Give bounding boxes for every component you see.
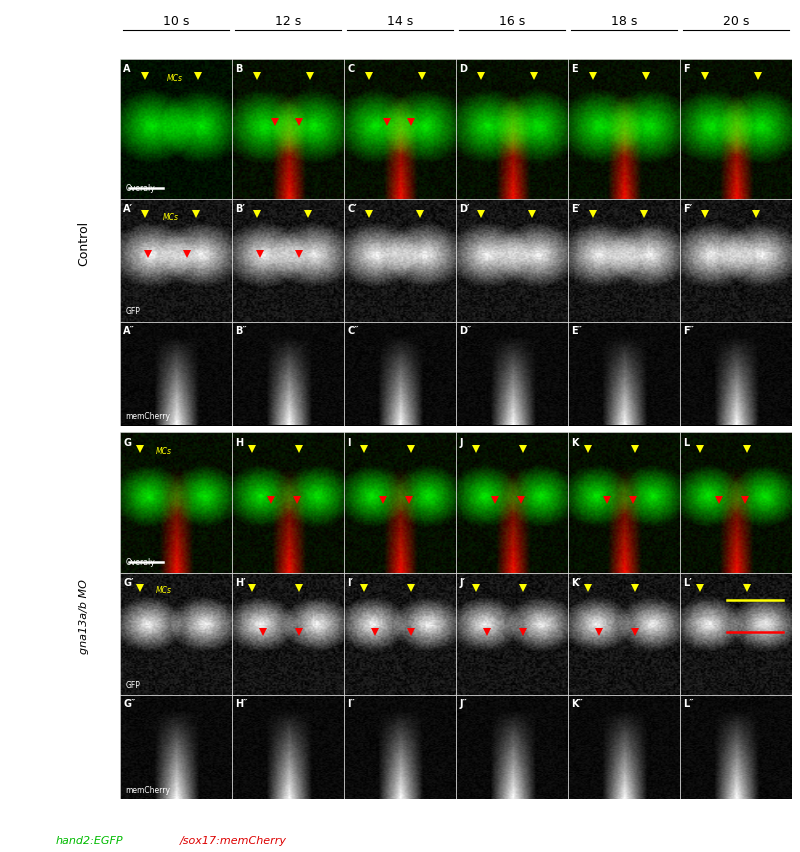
Text: Overaly: Overaly [126,184,155,193]
Text: H′: H′ [235,577,246,587]
Text: B: B [235,64,242,74]
Text: E″: E″ [571,325,582,336]
Text: MCs: MCs [167,73,183,83]
Text: memCherry: memCherry [126,785,170,794]
Text: 14 s: 14 s [387,14,413,28]
Text: K′: K′ [571,577,582,587]
Text: G: G [123,437,131,447]
Text: 16 s: 16 s [499,14,525,28]
Text: A″: A″ [123,325,135,336]
Text: MCs: MCs [156,585,172,595]
Text: 18 s: 18 s [611,14,637,28]
Text: L″: L″ [683,699,694,709]
Text: I′: I′ [347,577,354,587]
Text: F″: F″ [683,325,694,336]
Text: I: I [347,437,351,447]
Text: J: J [459,437,463,447]
Text: MCs: MCs [162,212,178,222]
Text: L′: L′ [683,577,692,587]
Text: E: E [571,64,578,74]
Text: K″: K″ [571,699,583,709]
Text: A′: A′ [123,204,134,214]
Text: 10 s: 10 s [163,14,189,28]
Text: I″: I″ [347,699,355,709]
Text: F′: F′ [683,204,693,214]
Text: 20 s: 20 s [723,14,749,28]
Text: MCs: MCs [156,446,172,456]
Text: B″: B″ [235,325,247,336]
Text: E′: E′ [571,204,581,214]
Text: C: C [347,64,354,74]
Text: A: A [123,64,131,74]
Text: J′: J′ [459,577,466,587]
Text: memCherry: memCherry [126,412,170,421]
Text: J″: J″ [459,699,467,709]
Text: K: K [571,437,579,447]
Text: gna13a/b MO: gna13a/b MO [78,579,89,653]
Text: B′: B′ [235,204,246,214]
Text: D″: D″ [459,325,472,336]
Text: Control: Control [77,221,90,265]
Text: L: L [683,437,690,447]
Text: H: H [235,437,243,447]
Text: D′: D′ [459,204,470,214]
Text: C″: C″ [347,325,359,336]
Text: C′: C′ [347,204,358,214]
Text: hand2:EGFP: hand2:EGFP [56,835,124,845]
Text: H″: H″ [235,699,248,709]
Text: Overaly: Overaly [126,557,155,567]
Text: G″: G″ [123,699,136,709]
Text: F: F [683,64,690,74]
Text: GFP: GFP [126,680,141,689]
Text: GFP: GFP [126,307,141,316]
Text: G′: G′ [123,577,134,587]
Text: /sox17:memCherry: /sox17:memCherry [180,835,287,845]
Text: 12 s: 12 s [275,14,301,28]
Text: D: D [459,64,467,74]
